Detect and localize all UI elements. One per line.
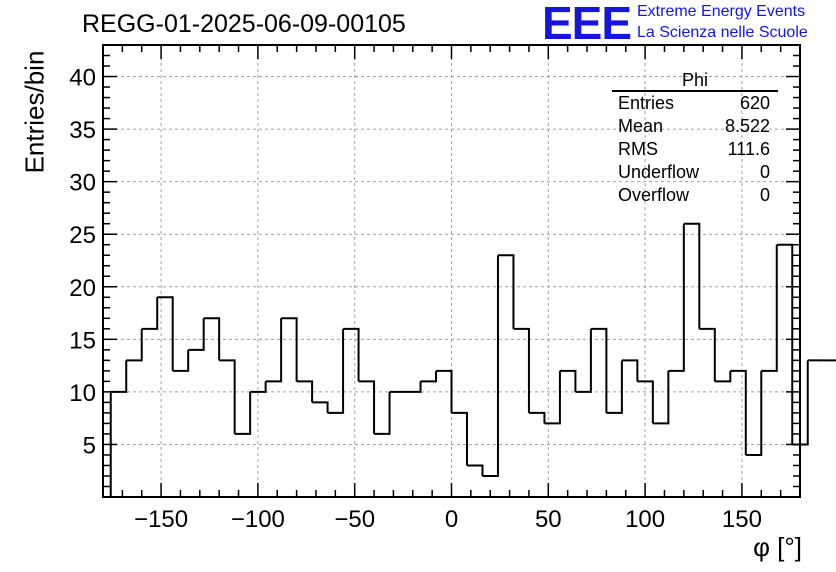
stats-value: 0	[759, 162, 770, 182]
histogram-bin	[513, 327, 530, 413]
histogram-bin	[188, 318, 205, 351]
histogram-bin	[621, 359, 639, 382]
y-tick-label: 35	[69, 117, 96, 144]
stats-box: Phi Entries 620 Mean 8.522 RMS 111.6 Underf…	[612, 70, 778, 207]
stats-label: Mean	[618, 116, 664, 136]
histogram-bin	[590, 327, 608, 413]
stats-value: 0	[759, 185, 770, 205]
histogram-bin	[141, 297, 159, 330]
histogram-bin	[203, 317, 221, 361]
stats-row-mean: Mean 8.522	[612, 115, 778, 138]
stats-label: Overflow	[618, 185, 690, 205]
histogram-bin	[683, 222, 701, 329]
stats-label: RMS	[618, 139, 658, 159]
histogram-bin	[606, 360, 623, 414]
histogram-bin	[668, 223, 685, 372]
stats-label: Entries	[618, 93, 675, 113]
histogram-bin	[374, 391, 391, 435]
histogram-bin	[296, 380, 314, 403]
x-tick-label: 0	[445, 506, 458, 533]
eee-logo: EEE	[542, 0, 632, 49]
histogram-bin	[528, 411, 546, 424]
x-tick-label: 50	[535, 506, 562, 533]
y-tick-label: 25	[69, 222, 96, 249]
histogram-bin	[823, 359, 836, 362]
histogram-bin	[358, 380, 376, 434]
stats-row-underflow: Underflow 0	[612, 161, 778, 184]
histogram-bin	[234, 391, 252, 435]
x-tick-label: 150	[722, 506, 762, 533]
histogram-bin	[109, 360, 128, 497]
y-tick-label: 20	[69, 275, 96, 302]
stats-value: 620	[739, 93, 770, 113]
histogram-bin	[172, 349, 190, 372]
histogram-bin	[343, 327, 360, 382]
y-axis-label: Entries/bin	[19, 50, 50, 174]
y-tick-label: 30	[69, 170, 96, 197]
y-tick-label: 5	[83, 432, 96, 459]
histogram-bin	[637, 380, 654, 424]
histogram-bin	[327, 328, 345, 414]
stats-row-entries: Entries 620	[612, 92, 778, 115]
stats-row-overflow: Overflow 0	[612, 184, 778, 207]
histogram-bin	[265, 318, 283, 383]
stats-title: Phi	[612, 70, 778, 92]
x-tick-label: −100	[231, 506, 285, 533]
histogram-bin	[482, 255, 499, 477]
histogram-bin	[575, 328, 592, 393]
histogram-bin	[730, 369, 747, 455]
stats-value: 111.6	[727, 139, 770, 159]
eee-tagline-1: Extreme Energy Events	[637, 3, 806, 20]
y-tick-label: 15	[69, 327, 96, 354]
histogram-bin	[544, 370, 561, 425]
histogram-bin	[497, 254, 515, 329]
x-tick-label: −150	[134, 506, 188, 533]
histogram-bin	[405, 381, 422, 393]
y-tick-label: 40	[69, 65, 96, 92]
x-tick-label: 100	[625, 506, 665, 533]
histogram-bin	[559, 369, 577, 392]
histogram-bin	[761, 244, 778, 372]
stats-row-rms: RMS 111.6	[612, 138, 778, 161]
histogram-bin	[745, 370, 763, 456]
x-axis-label: φ [°]	[753, 532, 802, 562]
histogram-bin	[281, 317, 298, 382]
histogram-bin	[699, 327, 716, 382]
eee-tagline-2: La Scienza nelle Scuole	[637, 24, 808, 41]
histogram-bin	[219, 359, 236, 434]
stats-label: Underflow	[618, 162, 700, 182]
histogram-bin	[466, 464, 484, 476]
histogram-bin	[776, 243, 794, 445]
histogram-bin	[436, 369, 453, 413]
histogram-bin	[652, 370, 670, 425]
histogram-bin	[714, 370, 732, 383]
x-tick-label: −50	[334, 506, 375, 533]
histogram-bin	[420, 370, 438, 383]
chart-title: REGG-01-2025-06-09-00105	[82, 10, 406, 38]
histogram-bin	[250, 381, 267, 393]
histogram-bin	[157, 296, 174, 371]
histogram-bin	[126, 328, 143, 362]
stats-value: 8.522	[724, 116, 770, 136]
histogram-bin	[451, 411, 468, 466]
y-tick-label: 10	[69, 380, 96, 407]
histogram-bin	[312, 401, 329, 413]
